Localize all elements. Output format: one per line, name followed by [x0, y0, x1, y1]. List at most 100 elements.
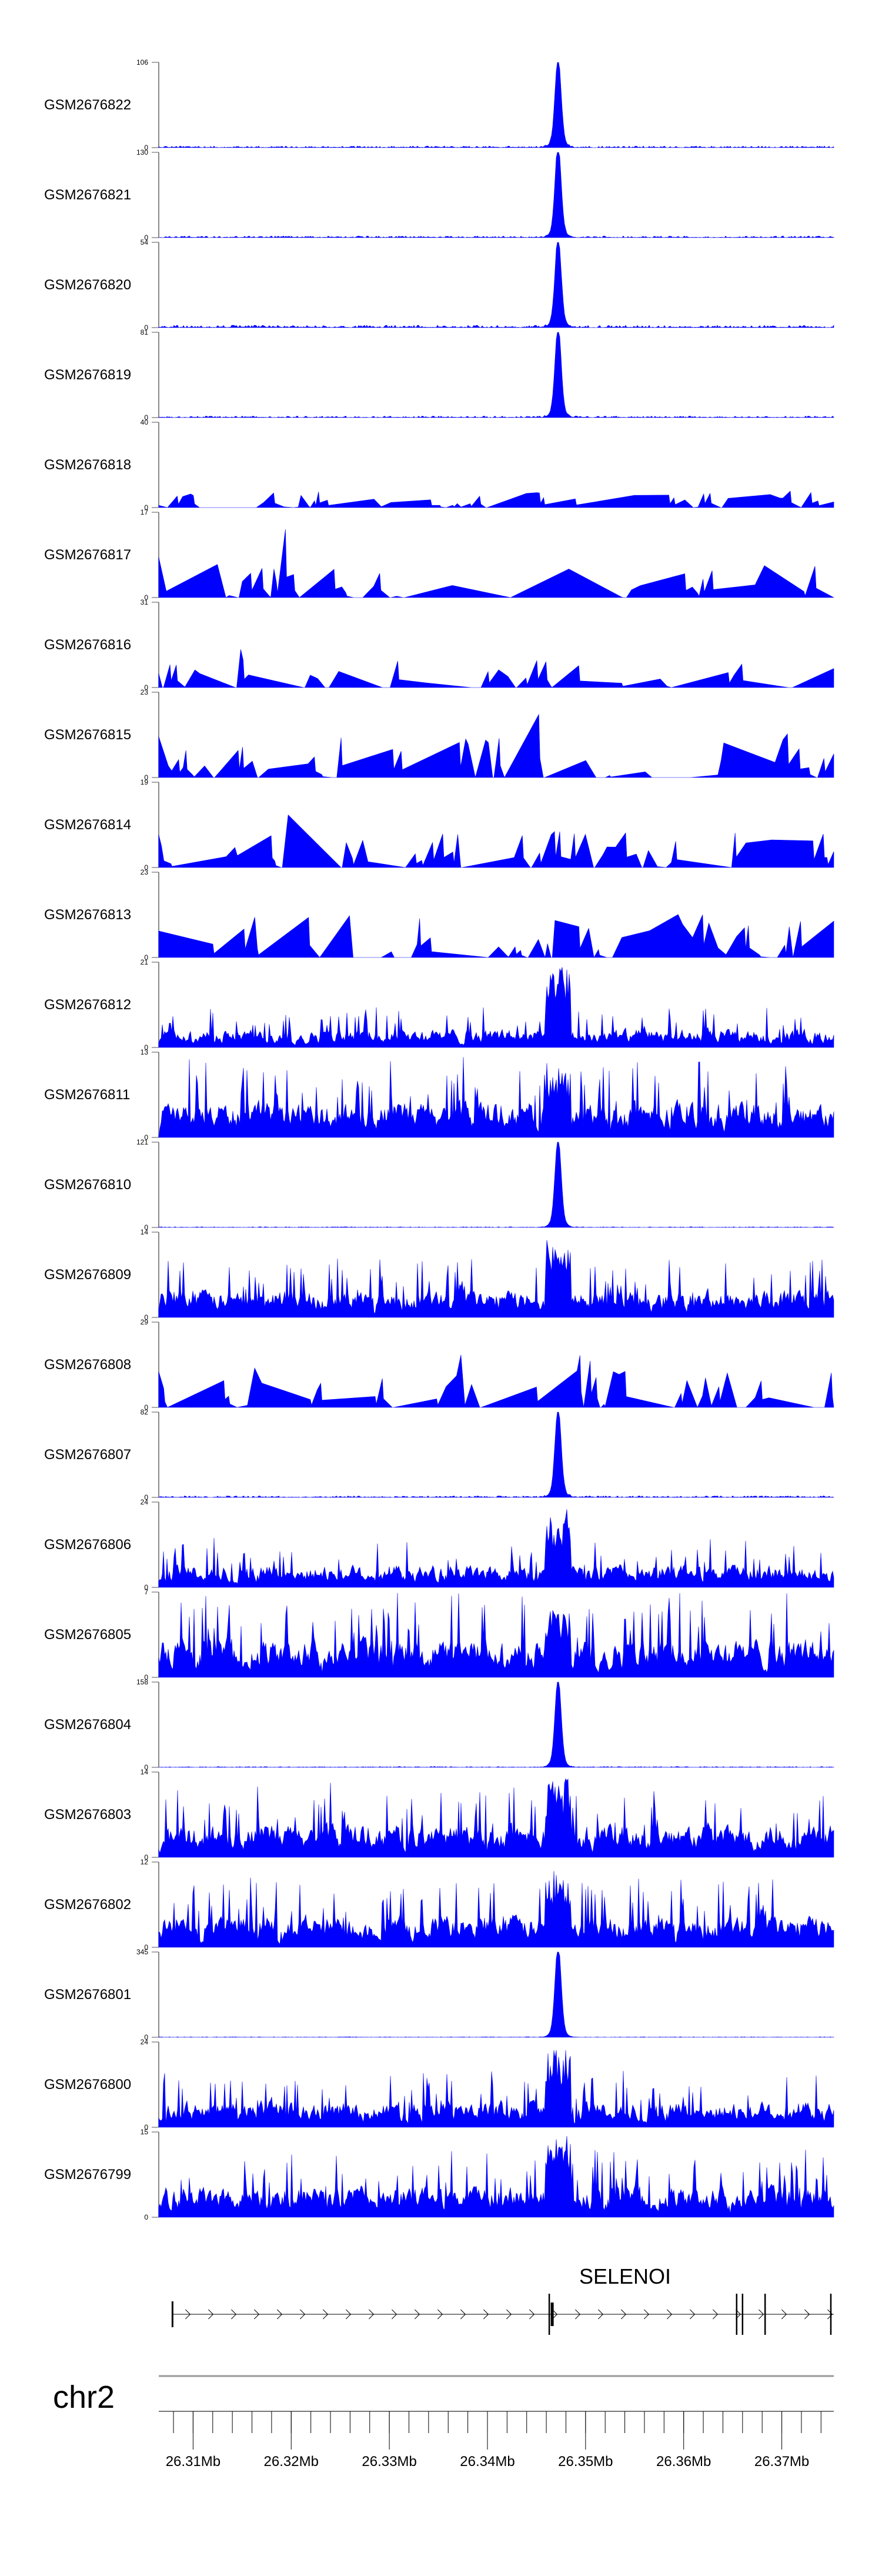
y-min-label: 0 [144, 1493, 148, 1501]
strand-chevron-icon [759, 2309, 764, 2320]
track-label: GSM2676805 [44, 1626, 132, 1643]
strand-chevron-icon [392, 2309, 397, 2320]
strand-chevron-icon [300, 2309, 306, 2320]
signal-area-GSM2676814 [158, 815, 834, 868]
track-label: GSM2676807 [44, 1446, 132, 1463]
y-min-label: 0 [144, 144, 148, 152]
y-max-label: 23 [140, 868, 148, 876]
strand-chevron-icon [185, 2309, 191, 2320]
y-min-label: 0 [144, 773, 148, 782]
track-label: GSM2676799 [44, 2166, 132, 2183]
y-max-label: 121 [136, 1138, 148, 1146]
signal-area-GSM2676811 [158, 1057, 834, 1138]
signal-area-GSM2676818 [158, 490, 834, 508]
y-min-label: 0 [144, 1943, 148, 1951]
y-min-label: 0 [144, 1583, 148, 1591]
signal-area-GSM2676806 [158, 1509, 834, 1588]
y-max-label: 106 [136, 58, 148, 66]
y-min-label: 0 [144, 593, 148, 602]
strand-chevron-icon [323, 2309, 329, 2320]
strand-chevron-icon [690, 2309, 696, 2320]
y-min-label: 0 [144, 1223, 148, 1232]
signal-area-GSM2676820 [158, 242, 834, 328]
y-max-label: 14 [140, 1768, 148, 1776]
y-max-label: 23 [140, 688, 148, 696]
y-min-label: 0 [144, 503, 148, 512]
strand-chevron-icon [529, 2309, 535, 2320]
y-max-label: 21 [140, 958, 148, 966]
y-min-label: 0 [144, 953, 148, 962]
strand-chevron-icon [644, 2309, 650, 2320]
signal-area-GSM2676822 [158, 62, 834, 148]
signal-area-GSM2676815 [158, 713, 834, 778]
signal-area-GSM2676810 [158, 1142, 834, 1228]
signal-area-GSM2676817 [158, 529, 834, 598]
signal-area-GSM2676813 [158, 914, 834, 959]
track-label: GSM2676812 [44, 996, 132, 1013]
track-label: GSM2676814 [44, 816, 132, 833]
strand-chevron-icon [437, 2309, 443, 2320]
y-max-label: 158 [136, 1678, 148, 1686]
y-min-label: 0 [144, 1403, 148, 1412]
x-tick-label: 26.36Mb [656, 2454, 711, 2470]
y-max-label: 31 [140, 598, 148, 606]
y-min-label: 0 [144, 683, 148, 692]
track-label: GSM2676821 [44, 186, 132, 203]
track-label: GSM2676822 [44, 96, 132, 113]
y-min-label: 0 [144, 1673, 148, 1681]
y-min-label: 0 [144, 1313, 148, 1322]
strand-chevron-icon [621, 2309, 627, 2320]
signal-area-GSM2676804 [158, 1681, 834, 1768]
track-label: GSM2676808 [44, 1356, 132, 1373]
track-label: GSM2676811 [44, 1086, 131, 1103]
y-max-label: 15 [140, 2128, 148, 2136]
strand-chevron-icon [713, 2309, 719, 2320]
track-label: GSM2676810 [44, 1176, 132, 1193]
x-tick-label: 26.37Mb [754, 2454, 810, 2470]
signal-area-GSM2676801 [158, 1951, 834, 2038]
y-min-label: 0 [144, 413, 148, 422]
strand-chevron-icon [781, 2309, 787, 2320]
y-min-label: 0 [144, 1133, 148, 1142]
y-max-label: 345 [136, 1948, 148, 1956]
y-max-label: 17 [140, 508, 148, 516]
signal-area-GSM2676800 [158, 2050, 834, 2128]
signal-area-GSM2676807 [158, 1412, 834, 1498]
track-label: GSM2676801 [44, 1986, 132, 2003]
track-label: GSM2676818 [44, 456, 132, 473]
signal-area-GSM2676819 [158, 332, 834, 418]
x-tick-label: 26.35Mb [558, 2454, 613, 2470]
y-min-label: 0 [144, 863, 148, 872]
strand-chevron-icon [804, 2309, 810, 2320]
gene-label: SELENOI [579, 2264, 671, 2288]
track-label: GSM2676809 [44, 1266, 132, 1283]
strand-chevron-icon [277, 2309, 283, 2320]
y-max-label: 54 [140, 238, 148, 246]
y-min-label: 0 [144, 1853, 148, 1861]
chromosome-label: chr2 [53, 2380, 115, 2415]
y-max-label: 24 [140, 2038, 148, 2046]
strand-chevron-icon [460, 2309, 466, 2320]
strand-chevron-icon [415, 2309, 420, 2320]
track-label: GSM2676800 [44, 2076, 132, 2093]
strand-chevron-icon [231, 2309, 237, 2320]
track-label: GSM2676819 [44, 366, 132, 383]
signal-area-GSM2676812 [158, 967, 834, 1048]
track-label: GSM2676806 [44, 1536, 132, 1553]
strand-chevron-icon [506, 2309, 512, 2320]
x-tick-label: 26.34Mb [460, 2454, 515, 2470]
track-label: GSM2676817 [44, 546, 132, 563]
signal-area-GSM2676803 [158, 1778, 834, 1858]
y-min-label: 0 [144, 2123, 148, 2131]
y-max-label: 7 [144, 1588, 148, 1596]
y-max-label: 130 [136, 148, 148, 156]
signal-area-GSM2676805 [158, 1593, 834, 1678]
signal-area-GSM2676799 [158, 2135, 834, 2218]
y-max-label: 24 [140, 1498, 148, 1506]
y-max-label: 40 [140, 418, 148, 426]
strand-chevron-icon [208, 2309, 214, 2320]
y-max-label: 19 [140, 778, 148, 786]
strand-chevron-icon [598, 2309, 604, 2320]
y-min-label: 0 [144, 2213, 148, 2221]
